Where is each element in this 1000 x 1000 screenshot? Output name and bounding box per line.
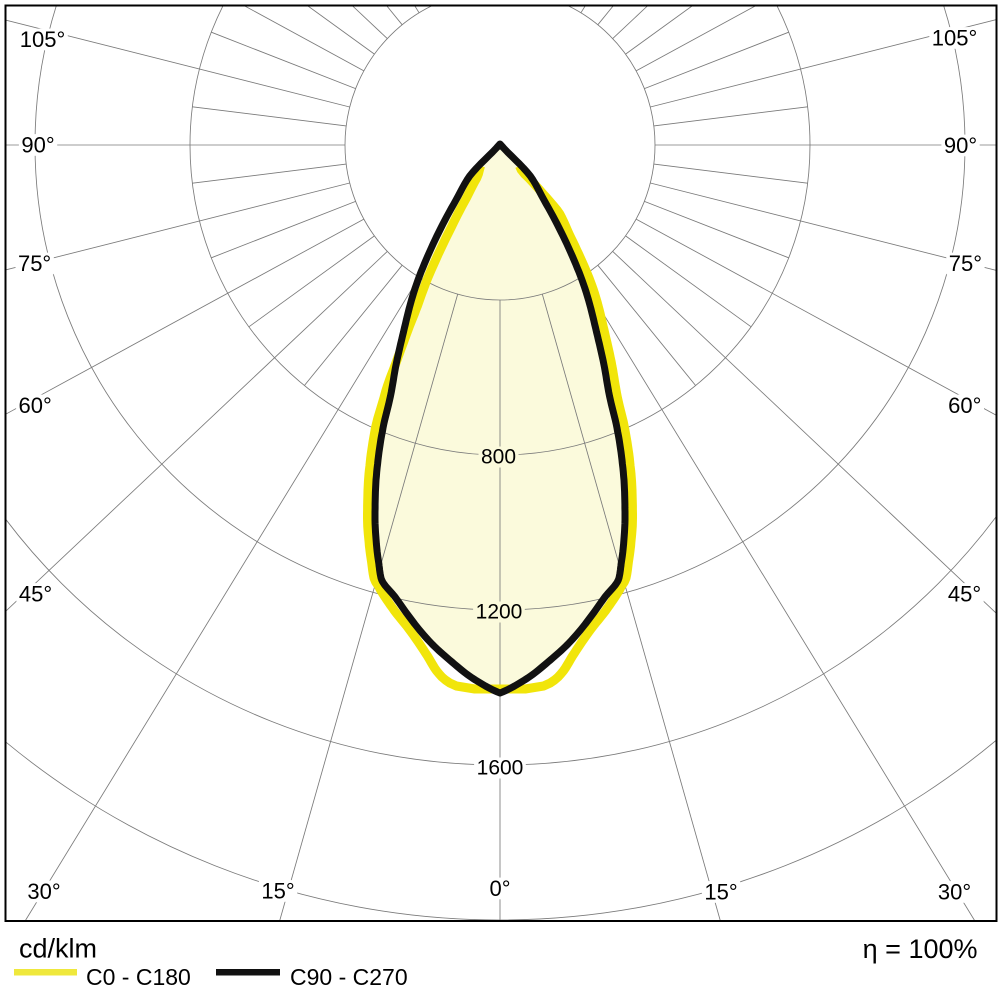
svg-text:60°: 60° (948, 393, 981, 418)
svg-text:η = 100%: η = 100% (863, 934, 978, 964)
svg-text:75°: 75° (949, 251, 982, 276)
svg-text:800: 800 (481, 446, 516, 469)
svg-text:105°: 105° (20, 27, 66, 52)
svg-text:1600: 1600 (477, 757, 524, 780)
svg-text:45°: 45° (19, 582, 52, 607)
svg-text:1200: 1200 (476, 601, 523, 624)
svg-text:C0 - C180: C0 - C180 (86, 964, 191, 990)
svg-text:C90 - C270: C90 - C270 (290, 964, 408, 990)
svg-text:45°: 45° (948, 582, 981, 607)
svg-text:90°: 90° (21, 133, 54, 158)
svg-text:30°: 30° (27, 879, 60, 904)
svg-text:cd/klm: cd/klm (19, 934, 97, 964)
svg-text:60°: 60° (19, 393, 52, 418)
svg-text:0°: 0° (489, 876, 510, 901)
svg-text:105°: 105° (932, 26, 978, 51)
svg-text:30°: 30° (938, 880, 971, 905)
svg-text:75°: 75° (18, 251, 51, 276)
svg-text:90°: 90° (944, 133, 977, 158)
svg-text:15°: 15° (261, 879, 294, 904)
svg-text:15°: 15° (704, 880, 737, 905)
